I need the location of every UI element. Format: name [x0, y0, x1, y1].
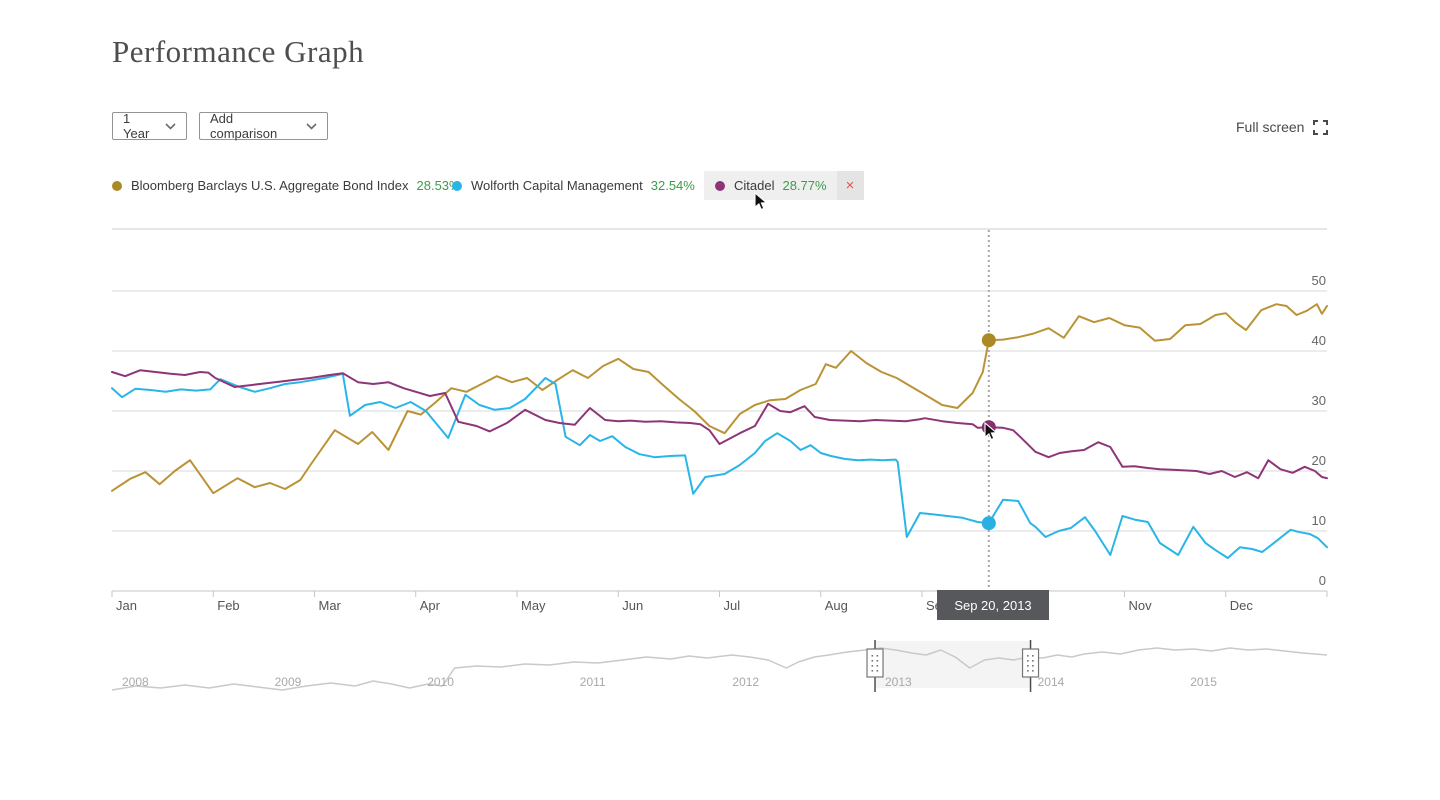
handle-grip-dot [1032, 655, 1034, 657]
handle-grip-dot [871, 665, 874, 667]
handle-grip-dot [876, 655, 879, 657]
wolforth-series-dot-icon [452, 180, 462, 191]
series-line-citadel [111, 369, 1328, 480]
add-comparison-dropdown[interactable]: Add comparison [199, 111, 328, 141]
crosshair-marker-wolforth [981, 516, 996, 531]
y-axis-label-20: 20 [1312, 453, 1326, 468]
navigator-right-handle[interactable] [1021, 648, 1040, 678]
bond-index-series-dot-icon [112, 180, 122, 191]
y-axis-label-10: 10 [1312, 513, 1326, 528]
series-line-wolforth [111, 372, 1328, 559]
crosshair-date-tooltip: Sep 20, 2013 [937, 590, 1049, 620]
handle-grip-dot [871, 660, 874, 662]
handle-grip-dot [1032, 665, 1034, 667]
chevron-down-icon [165, 122, 176, 130]
navigator-year-label-2009: 2009 [275, 675, 302, 689]
x-axis-label-Feb: Feb [217, 598, 239, 613]
x-axis-label-Mar: Mar [319, 598, 342, 613]
citadel-series-dot-icon [715, 180, 725, 191]
close-icon: × [845, 177, 855, 194]
handle-grip-dot [1027, 660, 1029, 662]
range-select-dropdown[interactable]: 1 Year [112, 111, 187, 141]
navigator-year-label-2012: 2012 [732, 675, 759, 689]
legend-label: Bloomberg Barclays U.S. Aggregate Bond I… [131, 178, 409, 193]
full-screen-expand-icon [1313, 119, 1329, 135]
navigator-year-label-2011: 2011 [580, 675, 606, 689]
legend-label: Wolforth Capital Management [471, 178, 643, 193]
handle-grip-dot [871, 670, 874, 672]
handle-grip-dot [1032, 670, 1034, 672]
navigator-year-label-2015: 2015 [1190, 675, 1217, 689]
x-axis-label-Jun: Jun [622, 598, 643, 613]
handle-grip-dot [1027, 655, 1029, 657]
x-axis-label-Dec: Dec [1230, 598, 1254, 613]
handle-grip-dot [876, 660, 879, 662]
x-axis-label-Jul: Jul [724, 598, 741, 613]
handle-grip-dot [1032, 660, 1034, 662]
y-axis-label-0: 0 [1319, 573, 1326, 588]
navigator-year-label-2010: 2010 [427, 675, 454, 689]
legend-value: 32.54% [650, 178, 695, 193]
legend-value: 28.53% [416, 178, 461, 193]
series-line-bond_index [111, 303, 1328, 495]
navigator-year-label-2008: 2008 [122, 675, 149, 689]
navigator-sparkline[interactable] [111, 647, 1328, 691]
legend-label: Citadel [734, 178, 775, 193]
range-select-value: 1 Year [123, 111, 150, 141]
y-axis-label-30: 30 [1312, 393, 1326, 408]
navigator-year-label-2014: 2014 [1038, 675, 1065, 689]
y-axis-label-50: 50 [1312, 273, 1326, 288]
x-axis-label-Aug: Aug [825, 598, 848, 613]
full-screen-button[interactable]: Full screen [1236, 117, 1329, 137]
legend-item-citadel[interactable]: Citadel 28.77% × [704, 171, 864, 200]
page-title: Performance Graph [112, 34, 365, 69]
handle-grip-dot [871, 655, 874, 657]
x-axis-label-Jan: Jan [116, 598, 137, 613]
legend-value: 28.77% [782, 178, 827, 193]
remove-citadel-button[interactable]: × [836, 171, 864, 200]
x-axis-label-May: May [521, 598, 546, 613]
crosshair-marker-bond_index [981, 333, 996, 348]
legend-item-wolforth[interactable]: Wolforth Capital Management 32.54% [452, 171, 695, 200]
chevron-down-icon [306, 122, 317, 130]
navigator-selection-region[interactable] [875, 641, 1031, 688]
navigator-year-label-2013: 2013 [885, 675, 912, 689]
handle-grip-dot [876, 665, 879, 667]
navigator-left-handle[interactable] [866, 648, 884, 678]
add-comparison-label: Add comparison [210, 111, 278, 141]
handle-grip-dot [1027, 665, 1029, 667]
x-axis-label-Nov: Nov [1129, 598, 1153, 613]
y-axis-label-40: 40 [1312, 333, 1326, 348]
crosshair-marker-citadel [981, 420, 996, 435]
handle-grip-dot [876, 670, 879, 672]
legend-item-bond-index[interactable]: Bloomberg Barclays U.S. Aggregate Bond I… [112, 171, 461, 200]
handle-grip-dot [1027, 670, 1029, 672]
full-screen-label: Full screen [1236, 119, 1305, 135]
x-axis-label-Apr: Apr [420, 598, 441, 613]
